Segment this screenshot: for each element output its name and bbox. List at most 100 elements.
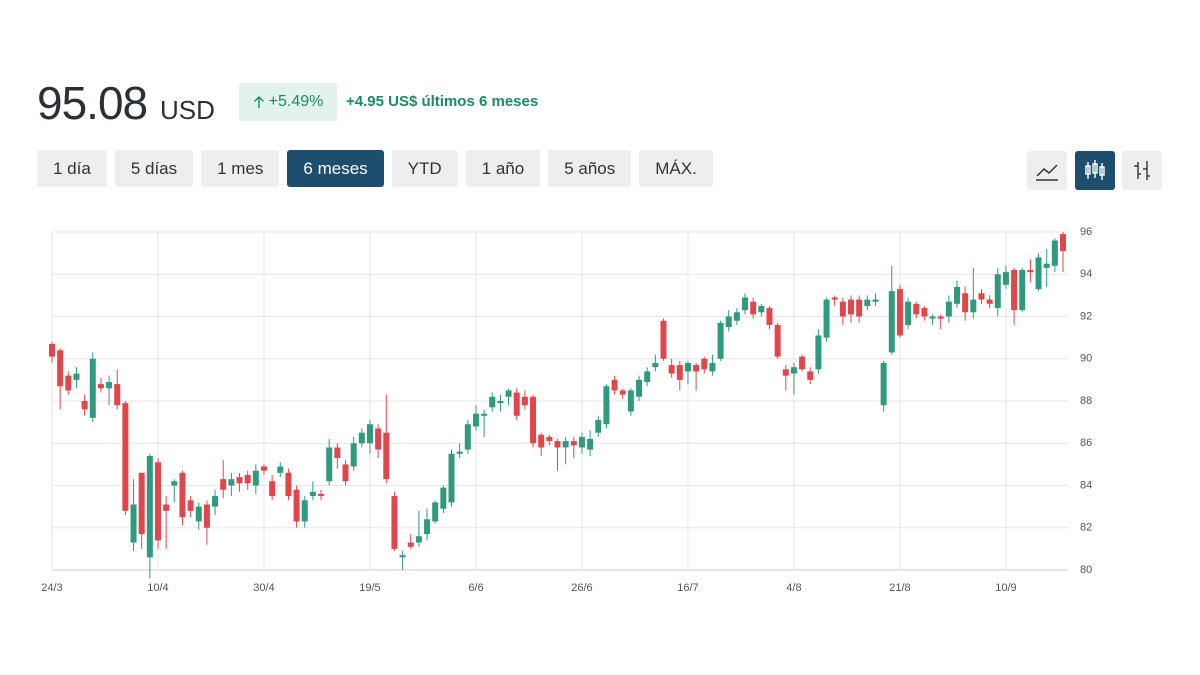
range-button[interactable]: MÁX. [639,150,713,187]
candle-body [758,305,765,313]
candle-body [375,428,382,450]
candle-body [269,481,276,497]
candle-body [212,496,219,507]
range-button[interactable]: 1 mes [201,150,280,187]
line-chart-button[interactable] [1027,151,1067,190]
candle-body [945,301,952,317]
candle-body [472,413,479,427]
candle-body [293,489,300,522]
candle-body [1051,240,1058,266]
candle-body [701,358,708,370]
candle-body [432,502,439,522]
candle-body [391,496,398,549]
candle-body [342,464,349,482]
x-tick-label: 30/4 [253,582,274,594]
up-arrow [253,96,264,108]
range-button[interactable]: 1 día [37,150,107,187]
candle-body [750,301,757,315]
candle-body [464,424,471,450]
candle-body [366,424,373,444]
y-tick-label: 84 [1080,479,1092,491]
range-button[interactable]: 5 años [548,150,632,187]
y-tick-label: 80 [1080,564,1092,576]
candle-body [130,504,137,543]
candle-body [415,536,422,543]
candle-body [358,432,365,444]
y-tick-label: 90 [1080,353,1092,365]
change-pct: +5.49% [268,93,324,110]
x-tick-label: 21/8 [889,582,910,594]
candle-body [823,299,830,338]
range-buttons: 1 día 5 días 1 mes 6 meses YTD 1 año 5 años MÁX… [37,150,713,187]
candle-body [905,301,912,325]
x-tick-label: 10/4 [147,582,168,594]
candle-body [611,379,618,391]
candle-body [562,441,569,448]
candle-body [440,487,447,509]
candle-body [530,396,537,444]
candle-chart-button[interactable] [1075,151,1115,190]
candle-body [57,350,64,387]
candle-body [896,289,903,336]
candle-body [807,371,814,380]
candle-body [114,384,121,406]
candle-body [138,472,145,535]
candle-body [962,293,969,313]
candle-body [644,371,651,382]
y-tick-label: 82 [1080,522,1092,534]
candle-body [1060,234,1066,252]
candle-body [872,299,879,302]
candle-body [766,308,773,325]
range-button[interactable]: YTD [391,150,458,187]
candle-body [122,403,129,511]
candle-body [790,367,797,374]
candle-body [570,441,577,446]
candle-body [856,299,863,317]
candle-body [285,472,292,497]
candle-body [799,356,806,370]
candle-body [660,320,667,359]
candle-body [717,322,724,359]
candle-body [1019,270,1026,311]
range-button[interactable]: 6 meses [287,150,384,187]
candle-body [970,299,977,313]
candle-body [350,443,357,467]
candle-body [252,470,259,486]
candle-body [978,293,985,300]
candle-body [277,466,284,473]
candle-body [725,316,732,328]
x-tick-label: 6/6 [468,582,483,594]
candle-body [554,441,561,448]
candle-body [97,384,104,389]
candle-body [994,274,1001,309]
y-tick-label: 92 [1080,310,1092,322]
candle-body [106,381,113,389]
candle-body [742,297,749,311]
candle-body [1002,272,1009,285]
candle-body [937,316,944,319]
candle-body [603,386,610,425]
candle-body [921,308,928,317]
candle-body [146,455,153,558]
candle-body [399,555,406,558]
price: 95.08 [37,77,148,129]
candle-body [1043,263,1050,268]
candle-body [929,316,936,319]
candle-body [195,506,202,522]
candle-body [587,439,594,450]
x-tick-label: 24/3 [41,582,62,594]
candle-body [187,500,194,511]
ohlc-chart-button[interactable] [1122,151,1162,190]
candle-body [513,392,520,416]
x-tick-label: 19/5 [359,582,380,594]
x-tick-label: 4/8 [786,582,801,594]
candle-body [383,432,390,480]
range-button[interactable]: 1 año [465,150,541,187]
candle-body [407,542,414,547]
candle-body [709,362,716,372]
candle-body [546,436,553,442]
candle-body [505,390,512,397]
range-button[interactable]: 5 días [114,150,194,187]
candle-body [260,466,267,471]
